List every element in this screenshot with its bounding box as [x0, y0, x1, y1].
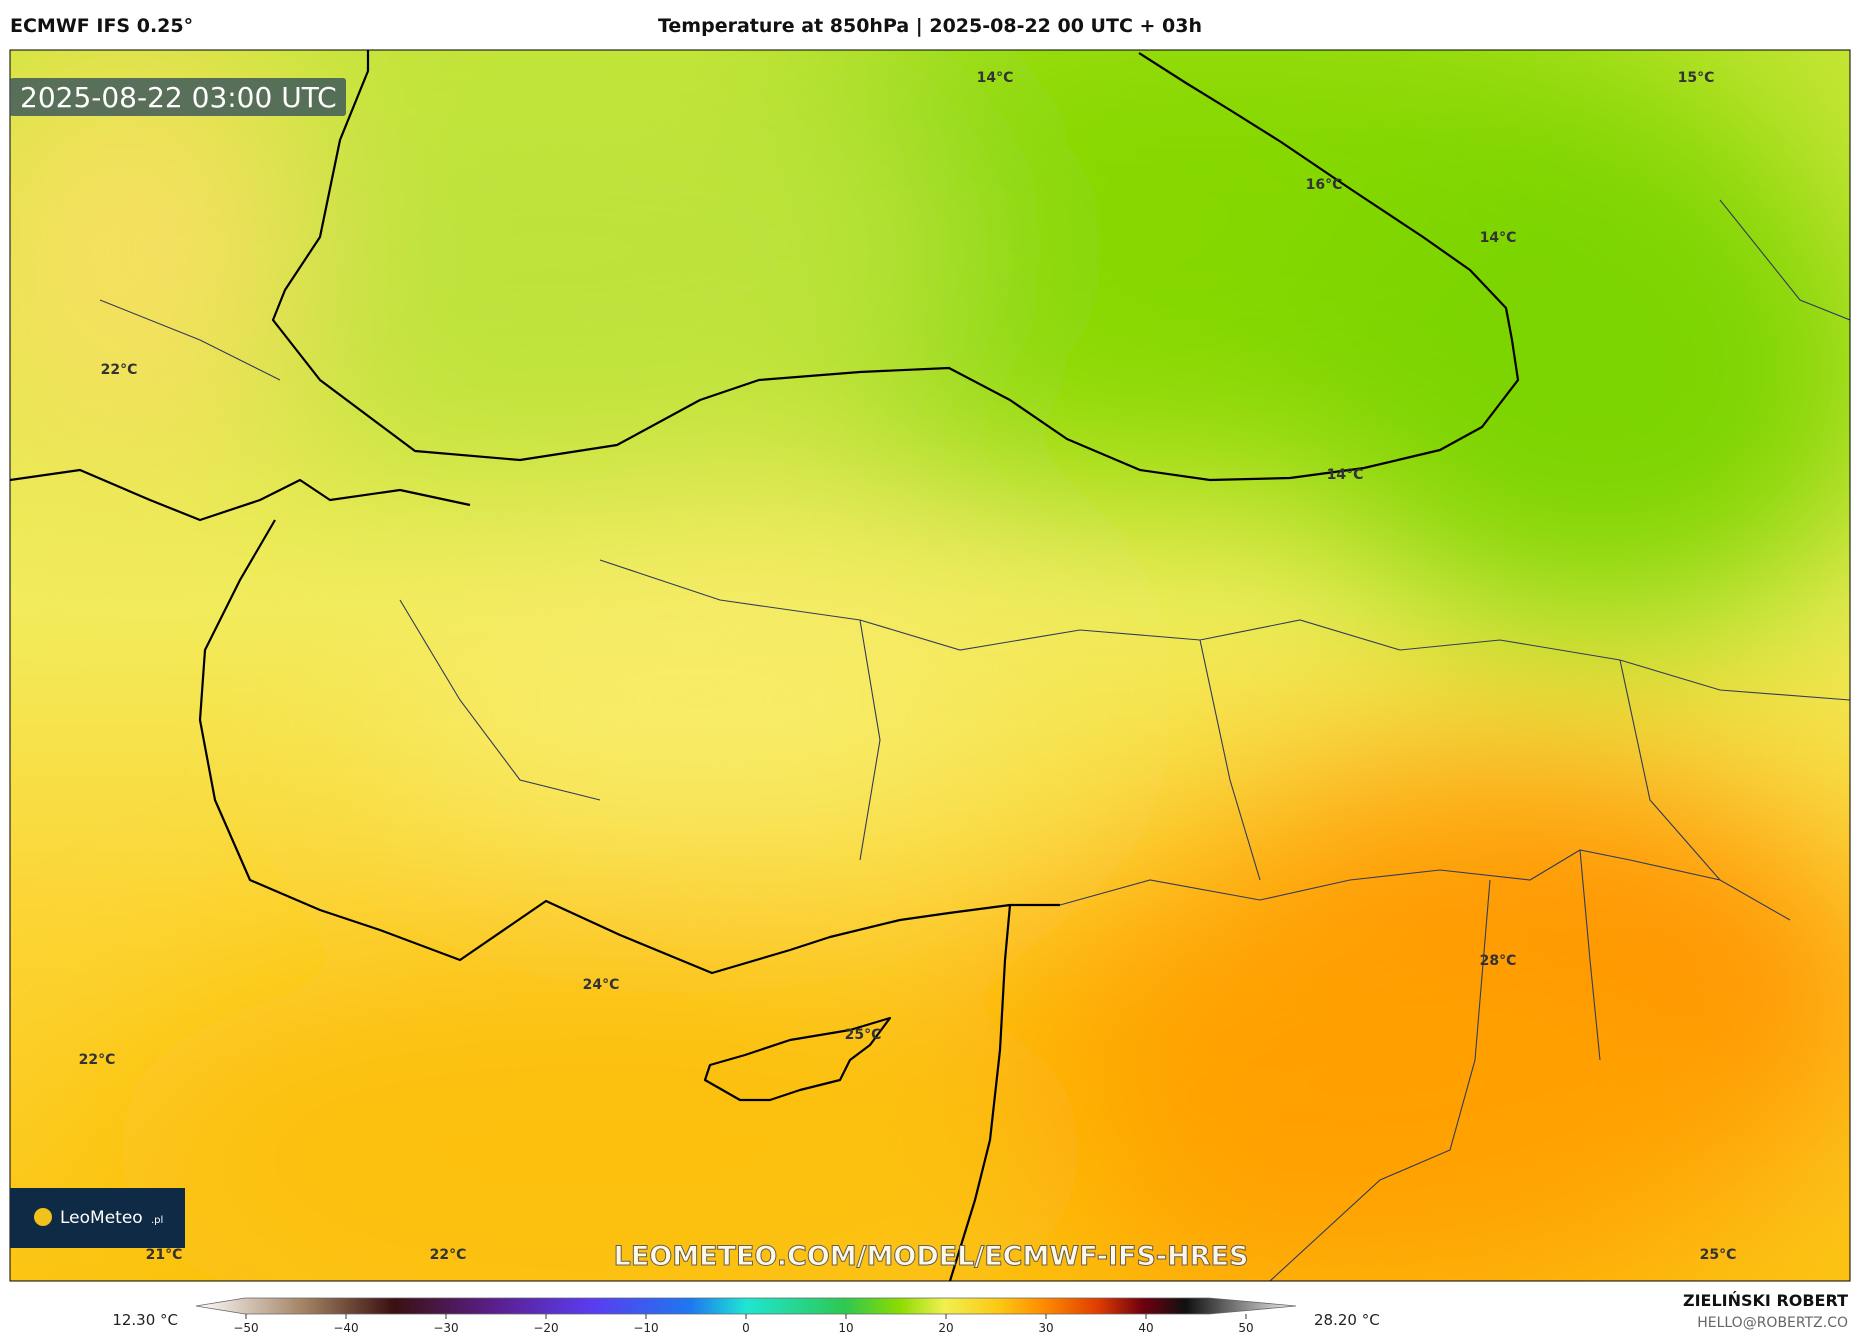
temp-label: 22°C: [430, 1247, 467, 1263]
hot-zone: [900, 880, 1800, 1281]
colorbar-tick-label: 0: [742, 1321, 750, 1335]
colorbar-tick-label: 20: [938, 1321, 953, 1335]
colorbar-tick-label: 50: [1238, 1321, 1253, 1335]
email: HELLO@ROBERTZ.CO: [1697, 1315, 1848, 1331]
colorbar-tick-label: −10: [633, 1321, 658, 1335]
colorbar-tick-label: −40: [333, 1321, 358, 1335]
logo-suffix: .pl: [151, 1215, 163, 1226]
colorbar-tick-label: −30: [433, 1321, 458, 1335]
temp-label: 14°C: [1327, 467, 1364, 483]
author: ZIELIŃSKI ROBERT: [1683, 1291, 1848, 1310]
temp-label: 24°C: [583, 977, 620, 993]
colorbar-min: 12.30 °C: [112, 1311, 178, 1329]
warm-zone: [10, 50, 310, 470]
colorbar-scale: [195, 1297, 1297, 1315]
colorbar-max: 28.20 °C: [1314, 1311, 1380, 1329]
watermark: LEOMETEO.COM/MODEL/ECMWF-IFS-HRES: [614, 1241, 1249, 1272]
cool-zone: [1300, 130, 1850, 630]
temp-label: 16°C: [1306, 177, 1343, 193]
colorbar-tick-label: 40: [1138, 1321, 1153, 1335]
temp-label: 25°C: [845, 1027, 882, 1043]
border: [99, 199, 1850, 1281]
temp-label: 15°C: [1678, 70, 1715, 86]
temp-label: 22°C: [79, 1052, 116, 1068]
colorbar-tick-label: −50: [233, 1321, 258, 1335]
temp-label: 14°C: [977, 70, 1014, 86]
model-name: ECMWF IFS 0.25°: [10, 15, 193, 37]
timestamp-badge: [10, 78, 346, 116]
colorbar-tick-label: 30: [1038, 1321, 1053, 1335]
logo-text: LeoMeteo: [60, 1208, 143, 1228]
map-frame: [9, 49, 1851, 1282]
temp-label: 21°C: [146, 1247, 183, 1263]
mild-zone: [130, 50, 970, 480]
island: [703, 1016, 892, 1102]
mild-zone: [380, 570, 1020, 830]
coastline: [10, 468, 1060, 1281]
logo-sun: [34, 1208, 52, 1226]
temp-label: 25°C: [1700, 1247, 1737, 1263]
colorbar-tick-label: 10: [838, 1321, 853, 1335]
colorbar: −50 −40 −30 −20 −10 0 10 20 30 40 50: [195, 1297, 1297, 1335]
colorbar-tick-label: −20: [533, 1321, 558, 1335]
temp-label: 14°C: [1480, 230, 1517, 246]
warm-zone: [100, 950, 1100, 1281]
temp-label: 22°C: [101, 362, 138, 378]
timestamp: 2025-08-22 03:00 UTC: [20, 81, 337, 114]
temp-label: 28°C: [1480, 953, 1517, 969]
map-title: Temperature at 850hPa | 2025-08-22 00 UT…: [658, 15, 1202, 37]
coastline: [271, 50, 1520, 482]
